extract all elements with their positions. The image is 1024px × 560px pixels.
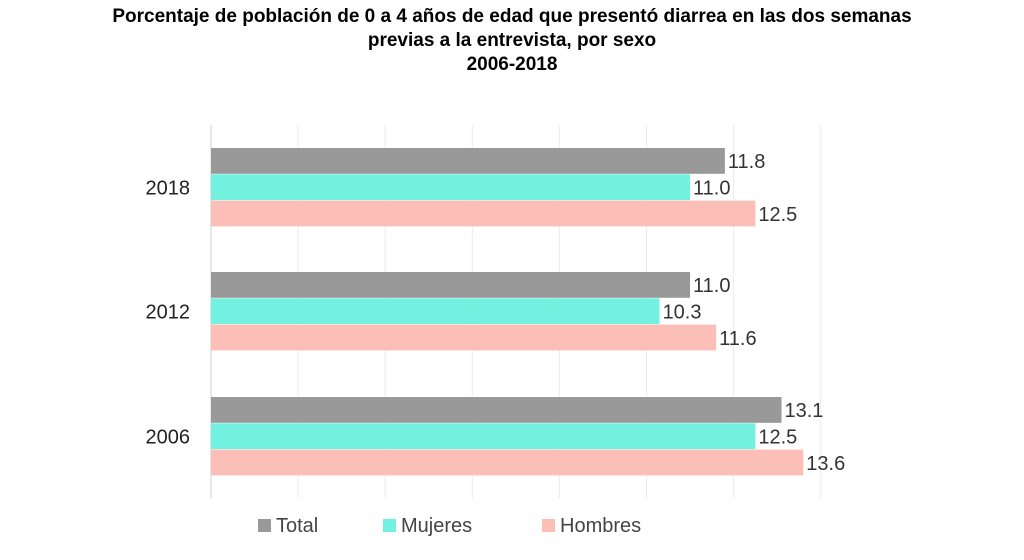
legend-swatch-mujeres — [383, 519, 396, 532]
bar-mujeres — [211, 298, 660, 325]
bar-total — [211, 148, 725, 174]
chart-title: Porcentaje de población de 0 a 4 años de… — [0, 5, 1024, 77]
data-label: 11.0 — [693, 275, 730, 297]
data-label: 11.8 — [728, 151, 765, 173]
category-label: 2018 — [146, 177, 191, 199]
title-line-2: previas a la entrevista, por sexo — [367, 30, 657, 51]
legend-label: Total — [276, 515, 318, 537]
data-label: 11.0 — [693, 177, 730, 199]
category-label: 2012 — [146, 301, 191, 323]
bar-total — [211, 272, 691, 298]
bar-hombres — [211, 324, 717, 351]
bar-hombres — [211, 200, 756, 227]
legend-label: Hombres — [560, 515, 641, 537]
bar-mujeres — [211, 174, 691, 201]
bar-total — [211, 397, 782, 423]
legend-swatch-total — [258, 519, 271, 532]
bar-mujeres — [211, 423, 756, 450]
legend-swatch-hombres — [542, 519, 555, 532]
data-label: 13.1 — [785, 400, 824, 422]
data-label: 13.6 — [806, 453, 845, 475]
data-label: 12.5 — [758, 426, 797, 448]
title-line-3: 2006-2018 — [466, 54, 558, 75]
data-label: 11.6 — [719, 328, 756, 350]
data-label: 10.3 — [663, 301, 702, 323]
bar-hombres — [211, 449, 804, 476]
data-label: 12.5 — [758, 204, 797, 226]
legend-label: Mujeres — [401, 515, 472, 537]
title-line-1: Porcentaje de población de 0 a 4 años de… — [112, 6, 912, 27]
category-label: 2006 — [146, 426, 191, 448]
